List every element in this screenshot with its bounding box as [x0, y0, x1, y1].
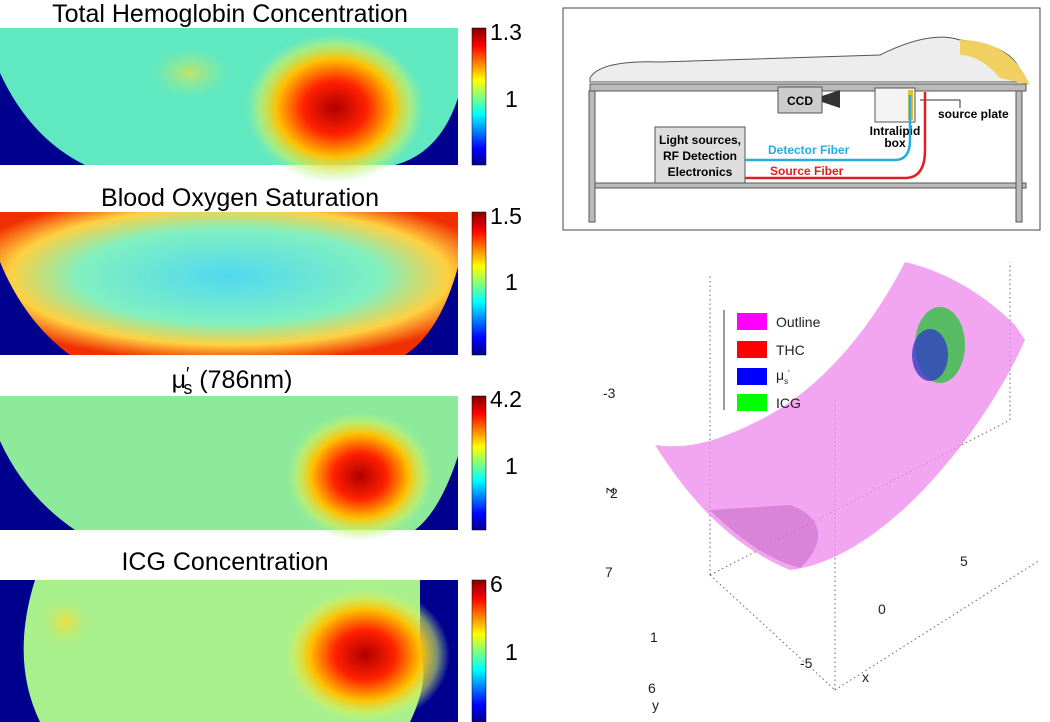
shelf — [589, 182, 1027, 189]
blob — [280, 585, 450, 722]
blob — [285, 411, 435, 541]
panel-title: ICG Concentration — [121, 548, 328, 576]
panel-title: Blood Oxygen Saturation — [101, 184, 379, 212]
pointer — [920, 99, 961, 108]
colorbar-tick: 1 — [505, 639, 518, 665]
heatmap — [0, 212, 458, 355]
colorbar-tick: 1 — [505, 86, 518, 112]
legend-label: THC — [776, 342, 805, 358]
axis-label: z — [601, 487, 617, 494]
axis-box — [709, 262, 1041, 691]
box-line — [709, 262, 1041, 691]
colorbar-tick: 1 — [505, 269, 518, 295]
leg — [1015, 90, 1023, 223]
leg — [588, 90, 596, 223]
label: Electronics — [668, 165, 733, 179]
title-part: ′ — [186, 364, 190, 384]
setup-diagram: CCD Intralipid box source plate Light so… — [562, 7, 1041, 231]
colorbar — [471, 211, 487, 356]
colorbar-tick: 6 — [490, 571, 503, 597]
x-tick: 0 — [878, 601, 886, 617]
z-tick: -3 — [603, 385, 616, 401]
mu-volume — [912, 329, 948, 381]
panel-title: μ′ s (786nm) — [172, 364, 293, 398]
blob — [245, 33, 425, 183]
source-fiber — [745, 92, 927, 180]
colorbar-tick: 1.5 — [490, 203, 522, 229]
colorbar — [471, 27, 487, 166]
electronics-box — [654, 126, 746, 184]
legend-label: Outline — [776, 314, 821, 330]
legend-part: μ — [776, 367, 784, 383]
x-tick: -5 — [800, 655, 813, 671]
panel-title: Total Hemoglobin Concentration — [52, 0, 408, 28]
heatmap — [0, 28, 458, 183]
legend-swatch — [737, 394, 767, 411]
legend-label: μs′ — [776, 367, 790, 386]
x-tick: 5 — [960, 553, 968, 569]
surface-shade — [710, 505, 819, 568]
label: box — [884, 136, 906, 150]
heatmap — [0, 580, 458, 722]
title-part: s — [183, 378, 192, 398]
legend-label: ICG — [776, 395, 801, 411]
region — [0, 212, 458, 355]
label: source plate — [938, 107, 1009, 121]
y-tick: 6 — [648, 680, 656, 696]
label: Detector Fiber — [768, 143, 850, 157]
blob — [35, 592, 95, 652]
legend-swatch — [737, 341, 767, 358]
colorbar-tick: 1.3 — [490, 19, 522, 45]
person — [589, 36, 1021, 83]
label: Source Fiber — [770, 164, 844, 178]
label: CCD — [787, 94, 813, 108]
axis-label: x — [862, 669, 869, 685]
legend-part: s — [784, 377, 788, 386]
label: Light sources, — [659, 133, 741, 147]
legend-swatch — [737, 368, 767, 385]
colorbar-tick: 1 — [505, 453, 518, 479]
hair — [960, 40, 1030, 85]
y-tick: 1 — [650, 629, 658, 645]
z-tick: 7 — [605, 564, 613, 580]
legend-part: ′ — [788, 369, 790, 378]
label: Intralipid — [870, 124, 921, 138]
colorbar — [471, 579, 487, 722]
z-tick: 2 — [610, 485, 618, 501]
blob — [150, 48, 230, 98]
plot-3d: Outline THC μs′ ICG -3 2 7 z 1 6 y 5 0 -… — [601, 262, 1041, 713]
title-part: μ — [172, 366, 186, 394]
ccd — [777, 86, 823, 114]
colorbar-tick: 4.2 — [490, 386, 522, 412]
title-part: (786nm) — [192, 366, 292, 394]
heatmap — [0, 396, 458, 541]
lens — [822, 90, 840, 108]
label: RF Detection — [663, 149, 737, 163]
legend-swatch — [737, 313, 767, 330]
axis-label: y — [652, 697, 659, 713]
colorbar — [471, 395, 487, 531]
detector-fiber — [745, 95, 912, 162]
